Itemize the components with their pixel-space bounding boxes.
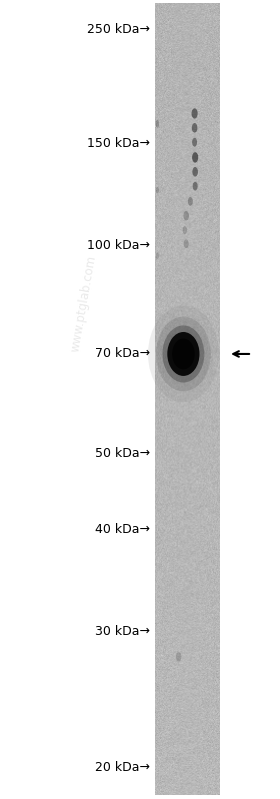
Ellipse shape xyxy=(172,339,195,369)
Ellipse shape xyxy=(192,167,198,177)
Text: 150 kDa→: 150 kDa→ xyxy=(87,137,150,150)
Text: 100 kDa→: 100 kDa→ xyxy=(87,239,150,252)
Text: 70 kDa→: 70 kDa→ xyxy=(95,348,150,360)
Ellipse shape xyxy=(162,325,204,383)
Ellipse shape xyxy=(156,316,211,392)
Ellipse shape xyxy=(193,182,198,191)
Ellipse shape xyxy=(156,120,159,128)
Text: 40 kDa→: 40 kDa→ xyxy=(95,523,150,536)
Ellipse shape xyxy=(192,138,197,147)
Text: 250 kDa→: 250 kDa→ xyxy=(87,23,150,36)
Ellipse shape xyxy=(192,108,198,118)
Text: www.ptglab.com: www.ptglab.com xyxy=(69,254,99,353)
Ellipse shape xyxy=(183,226,187,234)
Ellipse shape xyxy=(192,123,197,133)
Text: 30 kDa→: 30 kDa→ xyxy=(95,625,150,638)
Ellipse shape xyxy=(156,187,159,193)
Ellipse shape xyxy=(148,305,219,402)
Ellipse shape xyxy=(183,211,189,221)
Ellipse shape xyxy=(192,152,198,162)
Ellipse shape xyxy=(176,652,181,662)
Text: 50 kDa→: 50 kDa→ xyxy=(95,447,150,460)
Text: 20 kDa→: 20 kDa→ xyxy=(95,761,150,773)
Ellipse shape xyxy=(167,332,199,376)
Ellipse shape xyxy=(184,240,189,248)
Ellipse shape xyxy=(156,252,159,259)
Ellipse shape xyxy=(188,197,193,205)
